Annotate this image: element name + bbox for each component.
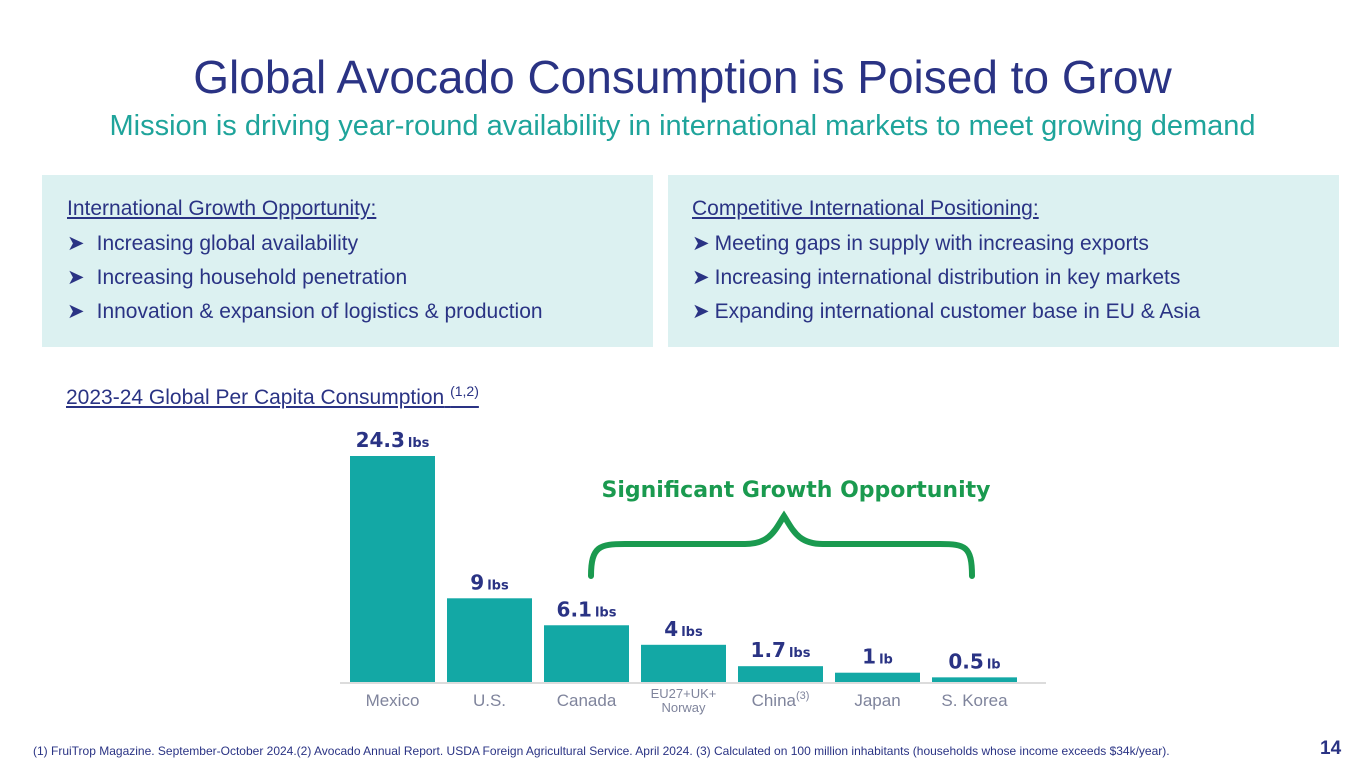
bullet-item: ➤ Meeting gaps in supply with increasing … bbox=[692, 232, 1149, 255]
annotation-label: Significant Growth Opportunity bbox=[602, 478, 991, 503]
data-label: 6.1 lbs bbox=[557, 597, 617, 621]
data-label: 9 lbs bbox=[470, 570, 509, 594]
arrow-bullet-icon: ➤ bbox=[692, 300, 710, 323]
bar-6 bbox=[932, 677, 1017, 682]
bar-1 bbox=[447, 598, 532, 682]
slide-subtitle: Mission is driving year-round availabili… bbox=[109, 110, 1256, 142]
arrow-bullet-icon: ➤ bbox=[692, 266, 710, 289]
data-label: 0.5 lb bbox=[948, 649, 1000, 673]
bar-4 bbox=[738, 666, 823, 682]
category-label: Japan bbox=[854, 691, 900, 710]
bullet-item: ➤ Increasing international distribution i… bbox=[692, 266, 1181, 289]
data-label: 4 lbs bbox=[664, 617, 703, 641]
arrow-bullet-icon: ➤ bbox=[67, 300, 85, 323]
category-label: EU27+UK+ bbox=[651, 686, 717, 701]
category-label: Mexico bbox=[366, 691, 420, 710]
chart-title-note: (1,2) bbox=[450, 383, 479, 399]
competitive-positioning-box: Competitive International Positioning: ➤… bbox=[668, 175, 1339, 347]
chart-title: 2023-24 Global Per Capita Consumption (1… bbox=[66, 383, 479, 409]
arrow-bullet-icon: ➤ bbox=[692, 232, 710, 255]
arrow-bullet-icon: ➤ bbox=[67, 266, 85, 289]
bar-0 bbox=[350, 456, 435, 682]
category-label: China(3) bbox=[752, 690, 810, 710]
bullet-item: ➤ Innovation & expansion of logistics & p… bbox=[67, 300, 543, 323]
category-label: Norway bbox=[661, 700, 706, 715]
category-label: U.S. bbox=[473, 691, 506, 710]
bar-2 bbox=[544, 625, 629, 682]
data-label: 1 lb bbox=[862, 645, 893, 669]
bullet-item: ➤ Expanding international customer base i… bbox=[692, 300, 1201, 323]
data-label: 1.7 lbs bbox=[751, 638, 811, 662]
bar-3 bbox=[641, 644, 726, 682]
curly-brace-icon bbox=[588, 510, 975, 579]
category-label: S. Korea bbox=[941, 691, 1008, 710]
bar-5 bbox=[835, 672, 920, 682]
arrow-bullet-icon: ➤ bbox=[67, 232, 85, 255]
growth-opportunity-box: International Growth Opportunity: ➤ Incre… bbox=[42, 175, 653, 347]
bullet-item: ➤ Increasing household penetration bbox=[67, 266, 408, 289]
slide-title: Global Avocado Consumption is Poised to … bbox=[193, 51, 1172, 103]
footnote: (1) FruiTrop Magazine. September-October… bbox=[33, 744, 1170, 758]
bullet-item: ➤ Increasing global availability bbox=[67, 232, 359, 255]
page-number: 14 bbox=[1320, 738, 1342, 759]
category-label: Canada bbox=[557, 691, 617, 710]
data-label: 24.3 lbs bbox=[356, 428, 430, 452]
box-heading: International Growth Opportunity: bbox=[67, 197, 377, 220]
box-heading: Competitive International Positioning: bbox=[692, 197, 1039, 220]
